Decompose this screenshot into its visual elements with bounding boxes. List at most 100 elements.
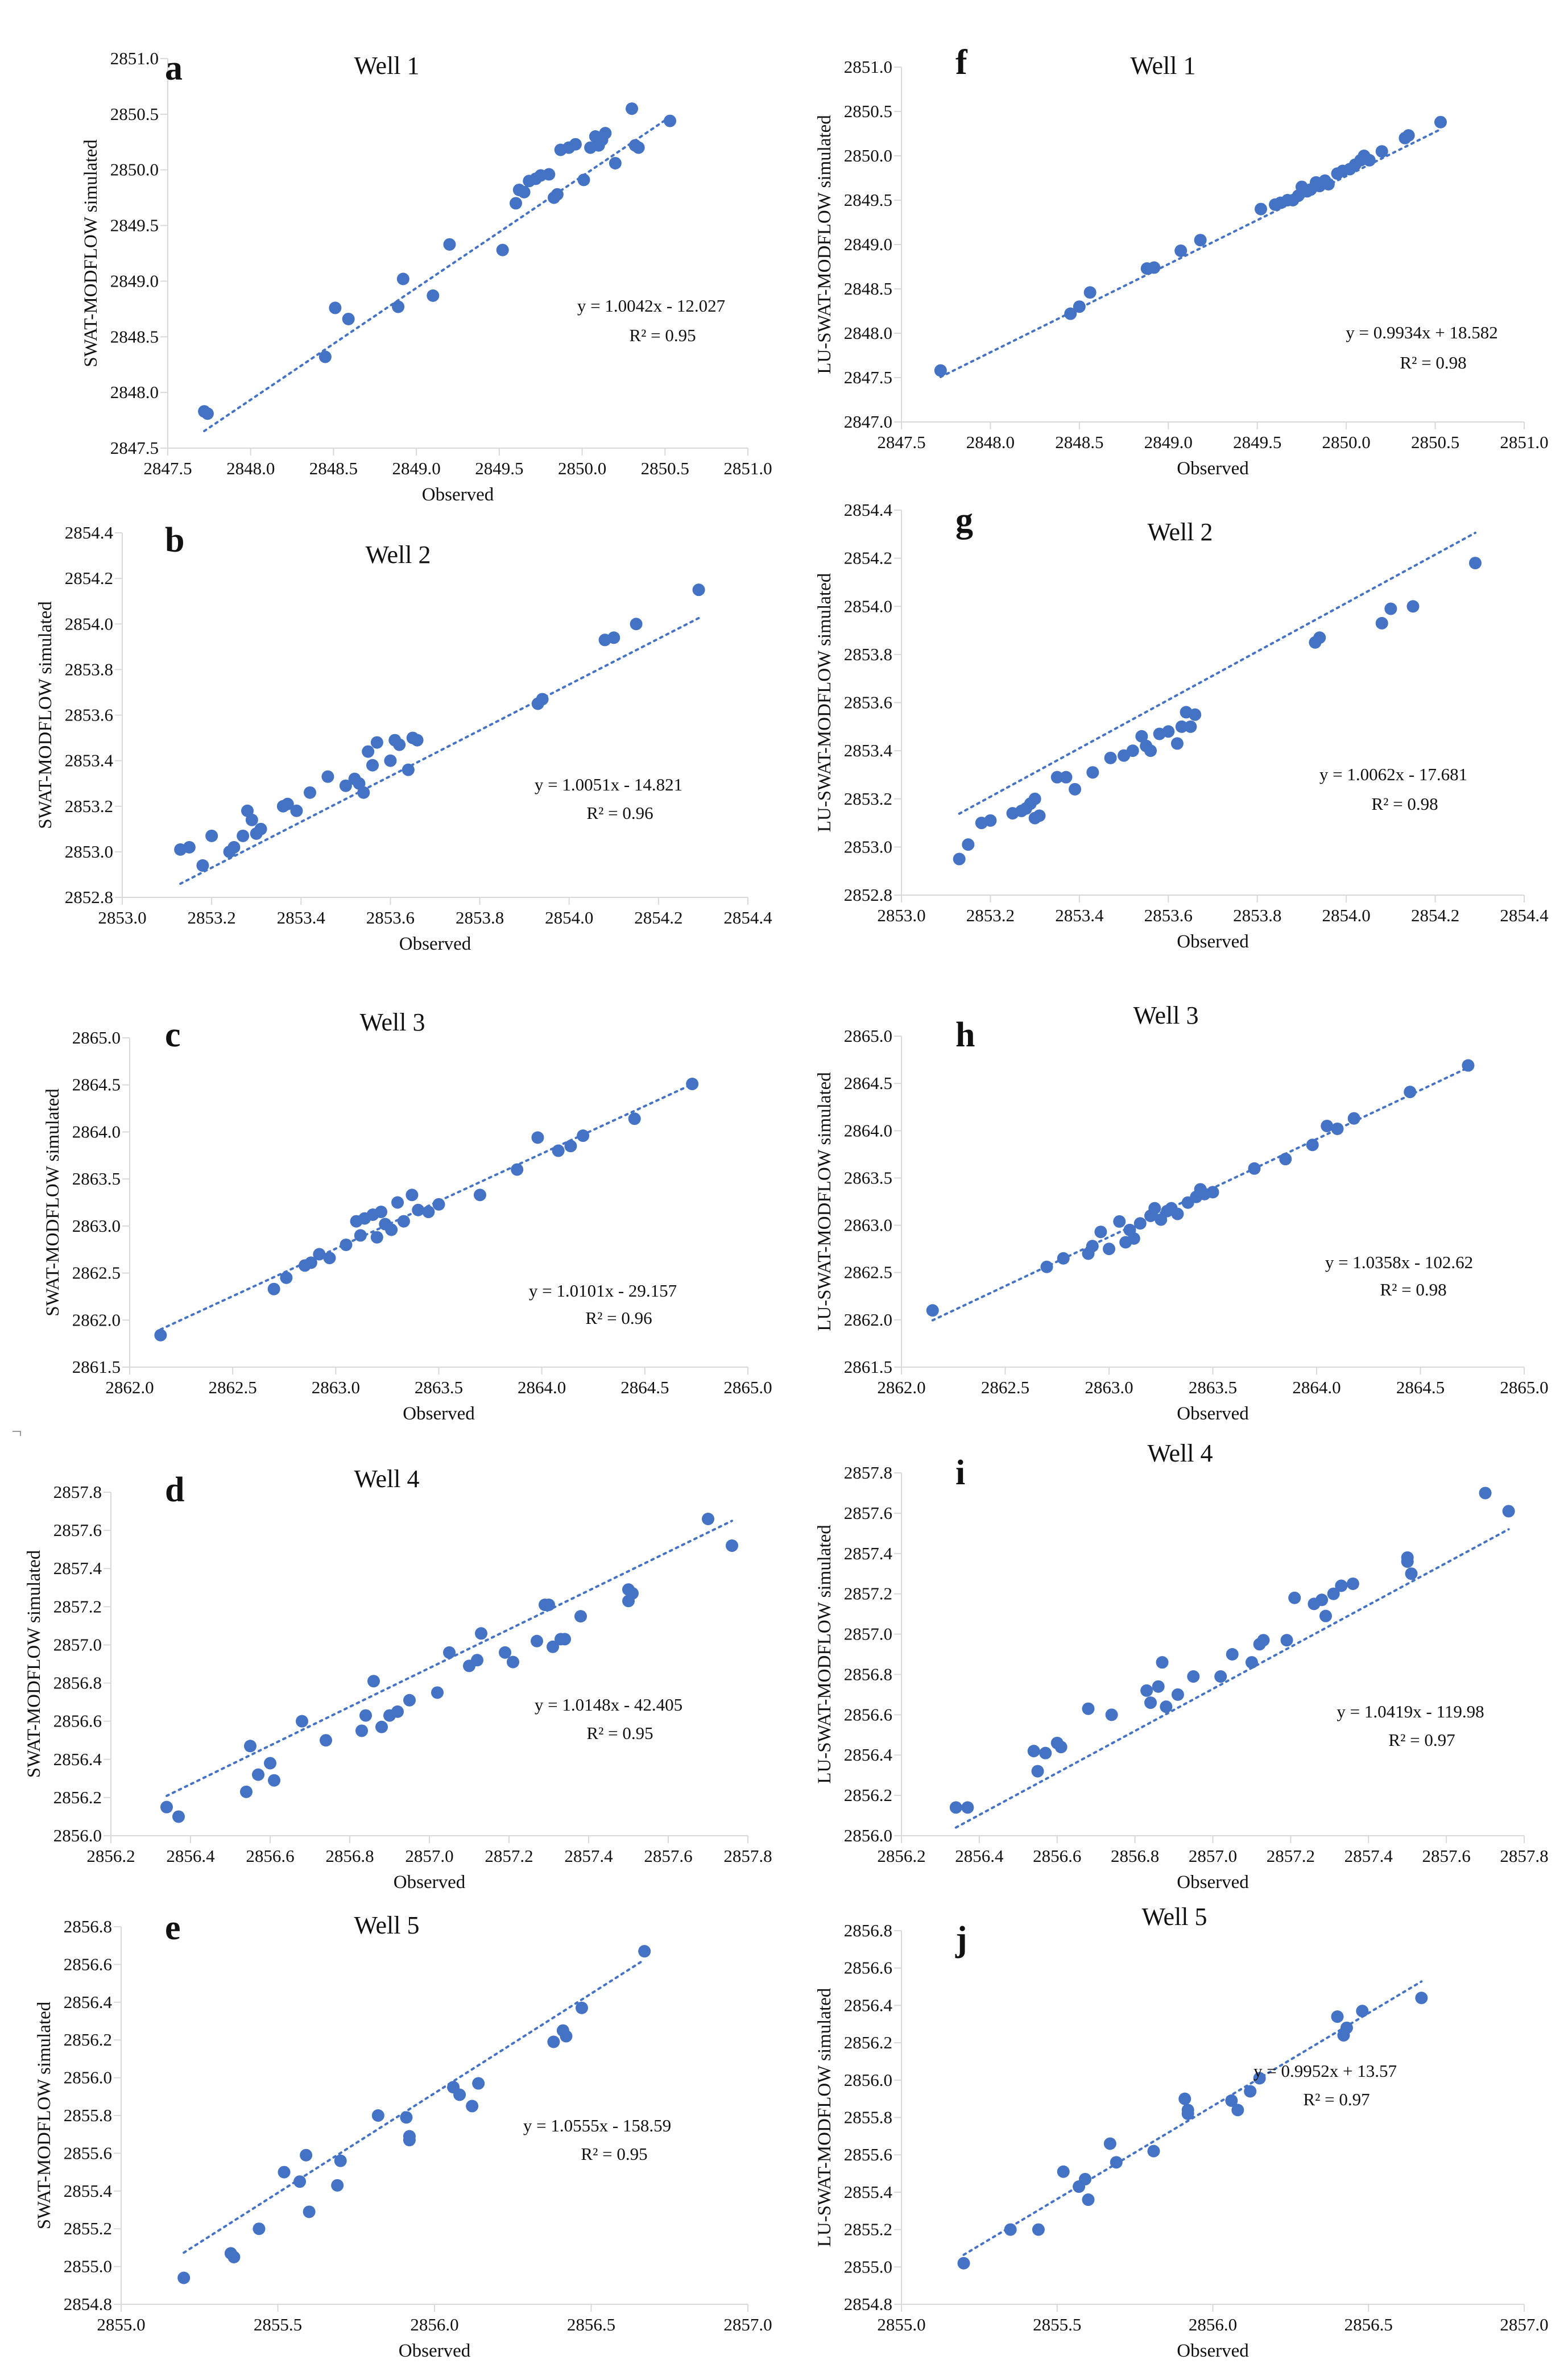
x-axis-title: Observed — [399, 2341, 471, 2361]
data-point — [1086, 766, 1099, 779]
data-point — [321, 770, 334, 783]
data-point — [154, 1328, 167, 1342]
trend-line — [954, 1528, 1510, 1829]
x-tick-label: 2863.0 — [312, 1377, 360, 1397]
panels: 2847.5 2848.0 2848.5 2849.0 2849.5 2850.0 2850… — [24, 43, 1549, 2361]
data-point — [1082, 1702, 1095, 1715]
trend-equation: y = 1.0358x - 102.62 — [1325, 1252, 1473, 1272]
data-point — [391, 1196, 404, 1209]
data-point — [1184, 720, 1197, 733]
x-tick-label: 2848.0 — [966, 432, 1015, 452]
trend-equation: y = 1.0051x - 14.821 — [535, 775, 682, 794]
x-axis-title: Observed — [1177, 2341, 1249, 2361]
y-tick-label: 2862.0 — [844, 1310, 892, 1330]
data-point — [244, 1740, 256, 1753]
y-tick-label: 2857.2 — [53, 1596, 102, 1616]
data-point — [253, 2222, 266, 2235]
data-point — [240, 1785, 253, 1798]
y-tick-label: 2854.0 — [65, 614, 113, 634]
data-point — [1468, 557, 1482, 570]
x-tick-label: 2853.2 — [966, 905, 1015, 925]
x-axis-title: Observed — [403, 1404, 475, 1424]
x-axis-title: Observed — [1177, 1404, 1249, 1424]
y-tick-label: 2862.0 — [72, 1310, 121, 1330]
y-tick-label: 2857.8 — [844, 1463, 892, 1483]
data-point — [564, 1140, 577, 1153]
data-point — [393, 738, 406, 751]
data-point — [1248, 1162, 1261, 1175]
trend-line — [179, 616, 700, 885]
y-tick-label: 2861.5 — [844, 1357, 892, 1377]
data-point — [664, 114, 677, 127]
data-point — [1178, 2092, 1191, 2105]
y-tick-label: 2864.5 — [844, 1073, 892, 1093]
data-point — [1033, 809, 1046, 822]
y-tick-label: 2848.0 — [110, 382, 159, 402]
y-axis-title: SWAT-MODFLOW simulated — [81, 139, 101, 367]
x-tick-label: 2849.0 — [1144, 432, 1193, 452]
data-point — [1502, 1505, 1515, 1518]
trend-r-squared: R² = 0.98 — [1400, 353, 1466, 372]
x-tick-label: 2864.5 — [1396, 1377, 1445, 1397]
data-point — [304, 786, 316, 799]
data-point — [574, 1610, 587, 1623]
data-point — [961, 1801, 974, 1814]
data-point — [1315, 1593, 1329, 1607]
panel-title: Well 2 — [1148, 518, 1213, 546]
y-tick-label: 2848.0 — [844, 323, 892, 343]
data-point — [1148, 1202, 1161, 1215]
y-tick-label: 2853.0 — [65, 842, 113, 862]
panel-title: Well 5 — [354, 1911, 420, 1939]
data-point — [1144, 1696, 1157, 1709]
x-tick-label: 2856.4 — [955, 1846, 1004, 1866]
data-point — [630, 618, 643, 631]
data-point — [296, 1715, 308, 1728]
y-tick-label: 2855.8 — [844, 2108, 892, 2127]
data-point — [1057, 2165, 1070, 2178]
chart-panel-h: 2862.0 2862.5 2863.0 2863.5 2864.0 2864.5 2865… — [814, 1001, 1549, 1424]
data-point — [1133, 1217, 1147, 1230]
y-tick-label: 2849.0 — [110, 271, 159, 291]
data-point — [1279, 1153, 1292, 1166]
data-point — [1110, 2156, 1123, 2169]
x-tick-label: 2853.6 — [1144, 905, 1193, 925]
data-point — [726, 1539, 738, 1552]
data-point — [329, 301, 342, 314]
data-point — [1174, 244, 1188, 257]
y-tick-label: 2856.4 — [64, 1992, 113, 2012]
x-tick-label: 2854.2 — [634, 908, 682, 928]
data-point — [339, 779, 352, 792]
x-tick-label: 2853.6 — [366, 908, 415, 928]
x-tick-label: 2851.0 — [723, 458, 772, 478]
x-axis-title: Observed — [394, 1872, 466, 1893]
y-tick-label: 2856.4 — [844, 1745, 893, 1765]
trend-r-squared: R² = 0.97 — [1388, 1730, 1455, 1750]
data-point — [607, 631, 620, 644]
data-point — [1032, 2223, 1045, 2236]
y-tick-label: 2863.0 — [72, 1216, 121, 1236]
data-point — [391, 1705, 404, 1718]
x-tick-label: 2857.2 — [1267, 1846, 1315, 1866]
chart-panel-j: 2855.0 2855.5 2856.0 2856.5 2857.02854.82855… — [814, 1903, 1549, 2361]
x-tick-label: 2862.0 — [105, 1377, 154, 1397]
data-point — [1347, 1112, 1360, 1125]
data-point — [577, 173, 590, 187]
data-point — [318, 350, 332, 363]
data-point — [357, 786, 370, 799]
data-point — [1313, 631, 1326, 644]
trend-line — [183, 1959, 646, 2254]
x-tick-label: 2863.5 — [415, 1377, 463, 1397]
data-point — [245, 813, 258, 826]
x-tick-label: 2857.0 — [723, 2315, 772, 2334]
data-point — [1160, 1700, 1173, 1713]
y-tick-label: 2855.2 — [64, 2218, 112, 2238]
data-point — [547, 2035, 560, 2048]
x-tick-label: 2854.4 — [723, 908, 772, 928]
data-point — [443, 1646, 456, 1659]
data-point — [1104, 751, 1117, 764]
data-point — [984, 814, 997, 827]
chart-panel-c: 2862.0 2862.5 2863.0 2863.5 2864.0 2864.5 2865… — [43, 1008, 772, 1424]
data-point — [626, 1587, 639, 1600]
data-point — [531, 1634, 543, 1647]
